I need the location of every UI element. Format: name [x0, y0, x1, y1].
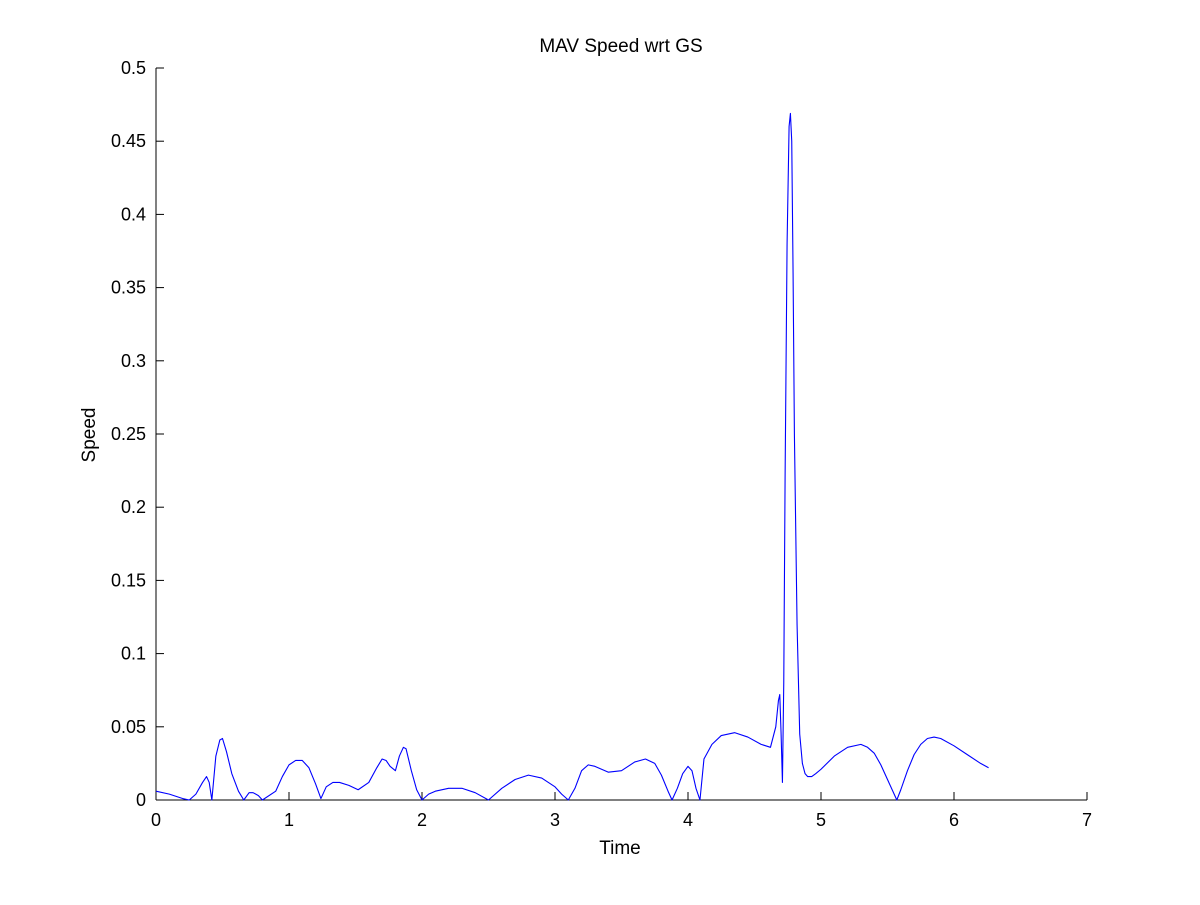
y-tick-label: 0.35: [111, 278, 146, 298]
y-tick-label: 0.2: [121, 497, 146, 517]
y-tick-label: 0.5: [121, 58, 146, 78]
x-tick-label: 7: [1082, 810, 1092, 830]
series-group: [155, 112, 989, 801]
y-tick-label: 0.3: [121, 351, 146, 371]
y-tick-label: 0: [136, 790, 146, 810]
x-tick-label: 2: [417, 810, 427, 830]
y-tick-label: 0.45: [111, 131, 146, 151]
x-axis-label: Time: [599, 838, 641, 859]
axes: 0 1 2 3 4 5 6 7 0 0.05 0.1 0.15 0.2 0.25 0.3 0.35 0.4 0.4…: [111, 58, 1092, 830]
y-axis-label: Speed: [79, 408, 100, 463]
y-tick-label: 0.1: [121, 644, 146, 664]
y-tick-label: 0.25: [111, 424, 146, 444]
x-tick-label: 3: [550, 810, 560, 830]
x-tick-label: 1: [284, 810, 294, 830]
x-tick-label: 5: [816, 810, 826, 830]
y-tick-label: 0.15: [111, 570, 146, 590]
y-tick-label: 0.05: [111, 717, 146, 737]
chart-title: MAV Speed wrt GS: [539, 36, 702, 57]
x-tick-label: 4: [683, 810, 693, 830]
x-tick-label: 0: [151, 810, 161, 830]
speed-series-line: [155, 112, 989, 801]
y-tick-label: 0.4: [121, 204, 146, 224]
x-tick-label: 6: [949, 810, 959, 830]
